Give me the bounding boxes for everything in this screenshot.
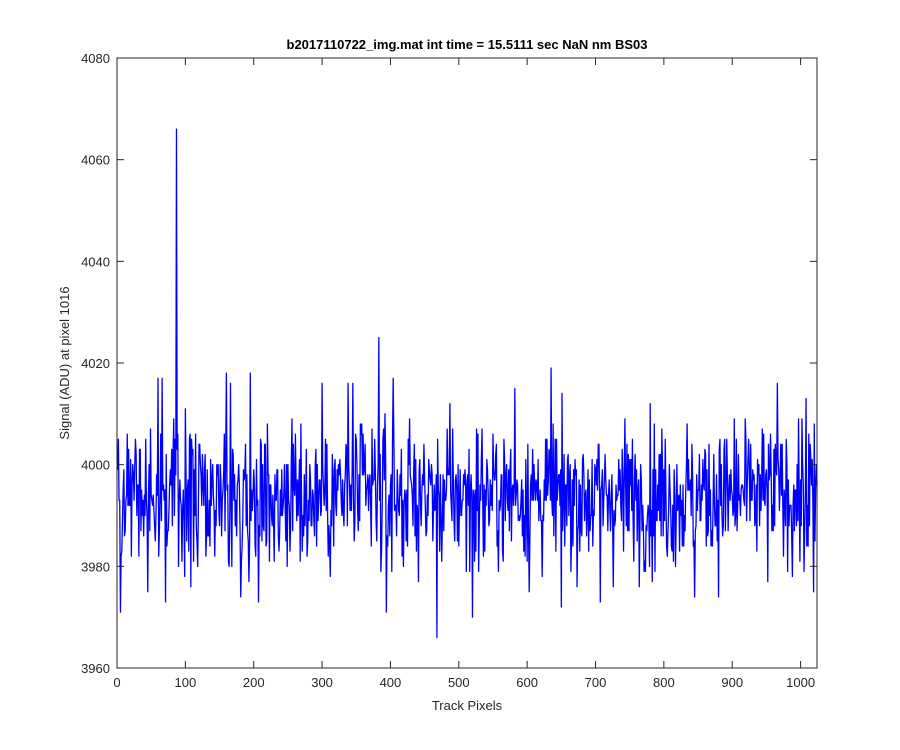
x-tick-label: 800 [653,675,675,690]
y-tick-label: 4040 [81,254,110,269]
x-axis-label: Track Pixels [432,698,503,713]
series-line [117,128,818,639]
x-axis-ticks: 0 100 200 300 400 500 600 700 800 900 1000 [113,58,815,690]
y-tick-label: 4080 [81,51,110,66]
series-layer [117,128,818,639]
x-tick-label: 1000 [786,675,815,690]
y-tick-label: 4000 [81,458,110,473]
x-tick-label: 400 [380,675,402,690]
x-tick-label: 900 [721,675,743,690]
chart-title: b2017110722_img.mat int time = 15.5111 s… [287,37,648,52]
x-tick-label: 600 [516,675,538,690]
y-tick-label: 4020 [81,356,110,371]
axes-background [117,58,817,668]
y-tick-label: 3980 [81,559,110,574]
x-tick-label: 300 [311,675,333,690]
y-axis-ticks: 3960 3980 4000 4020 4040 4060 4080 [81,51,817,676]
x-tick-label: 500 [448,675,470,690]
y-axis-label: Signal (ADU) at pixel 1016 [57,286,72,439]
x-tick-label: 700 [585,675,607,690]
x-tick-label: 200 [243,675,265,690]
y-tick-label: 4060 [81,153,110,168]
plot-area: 0 100 200 300 400 500 600 700 800 900 1000 3960 398… [81,51,818,690]
x-tick-label: 100 [175,675,197,690]
x-tick-label: 0 [113,675,120,690]
y-tick-label: 3960 [81,661,110,676]
